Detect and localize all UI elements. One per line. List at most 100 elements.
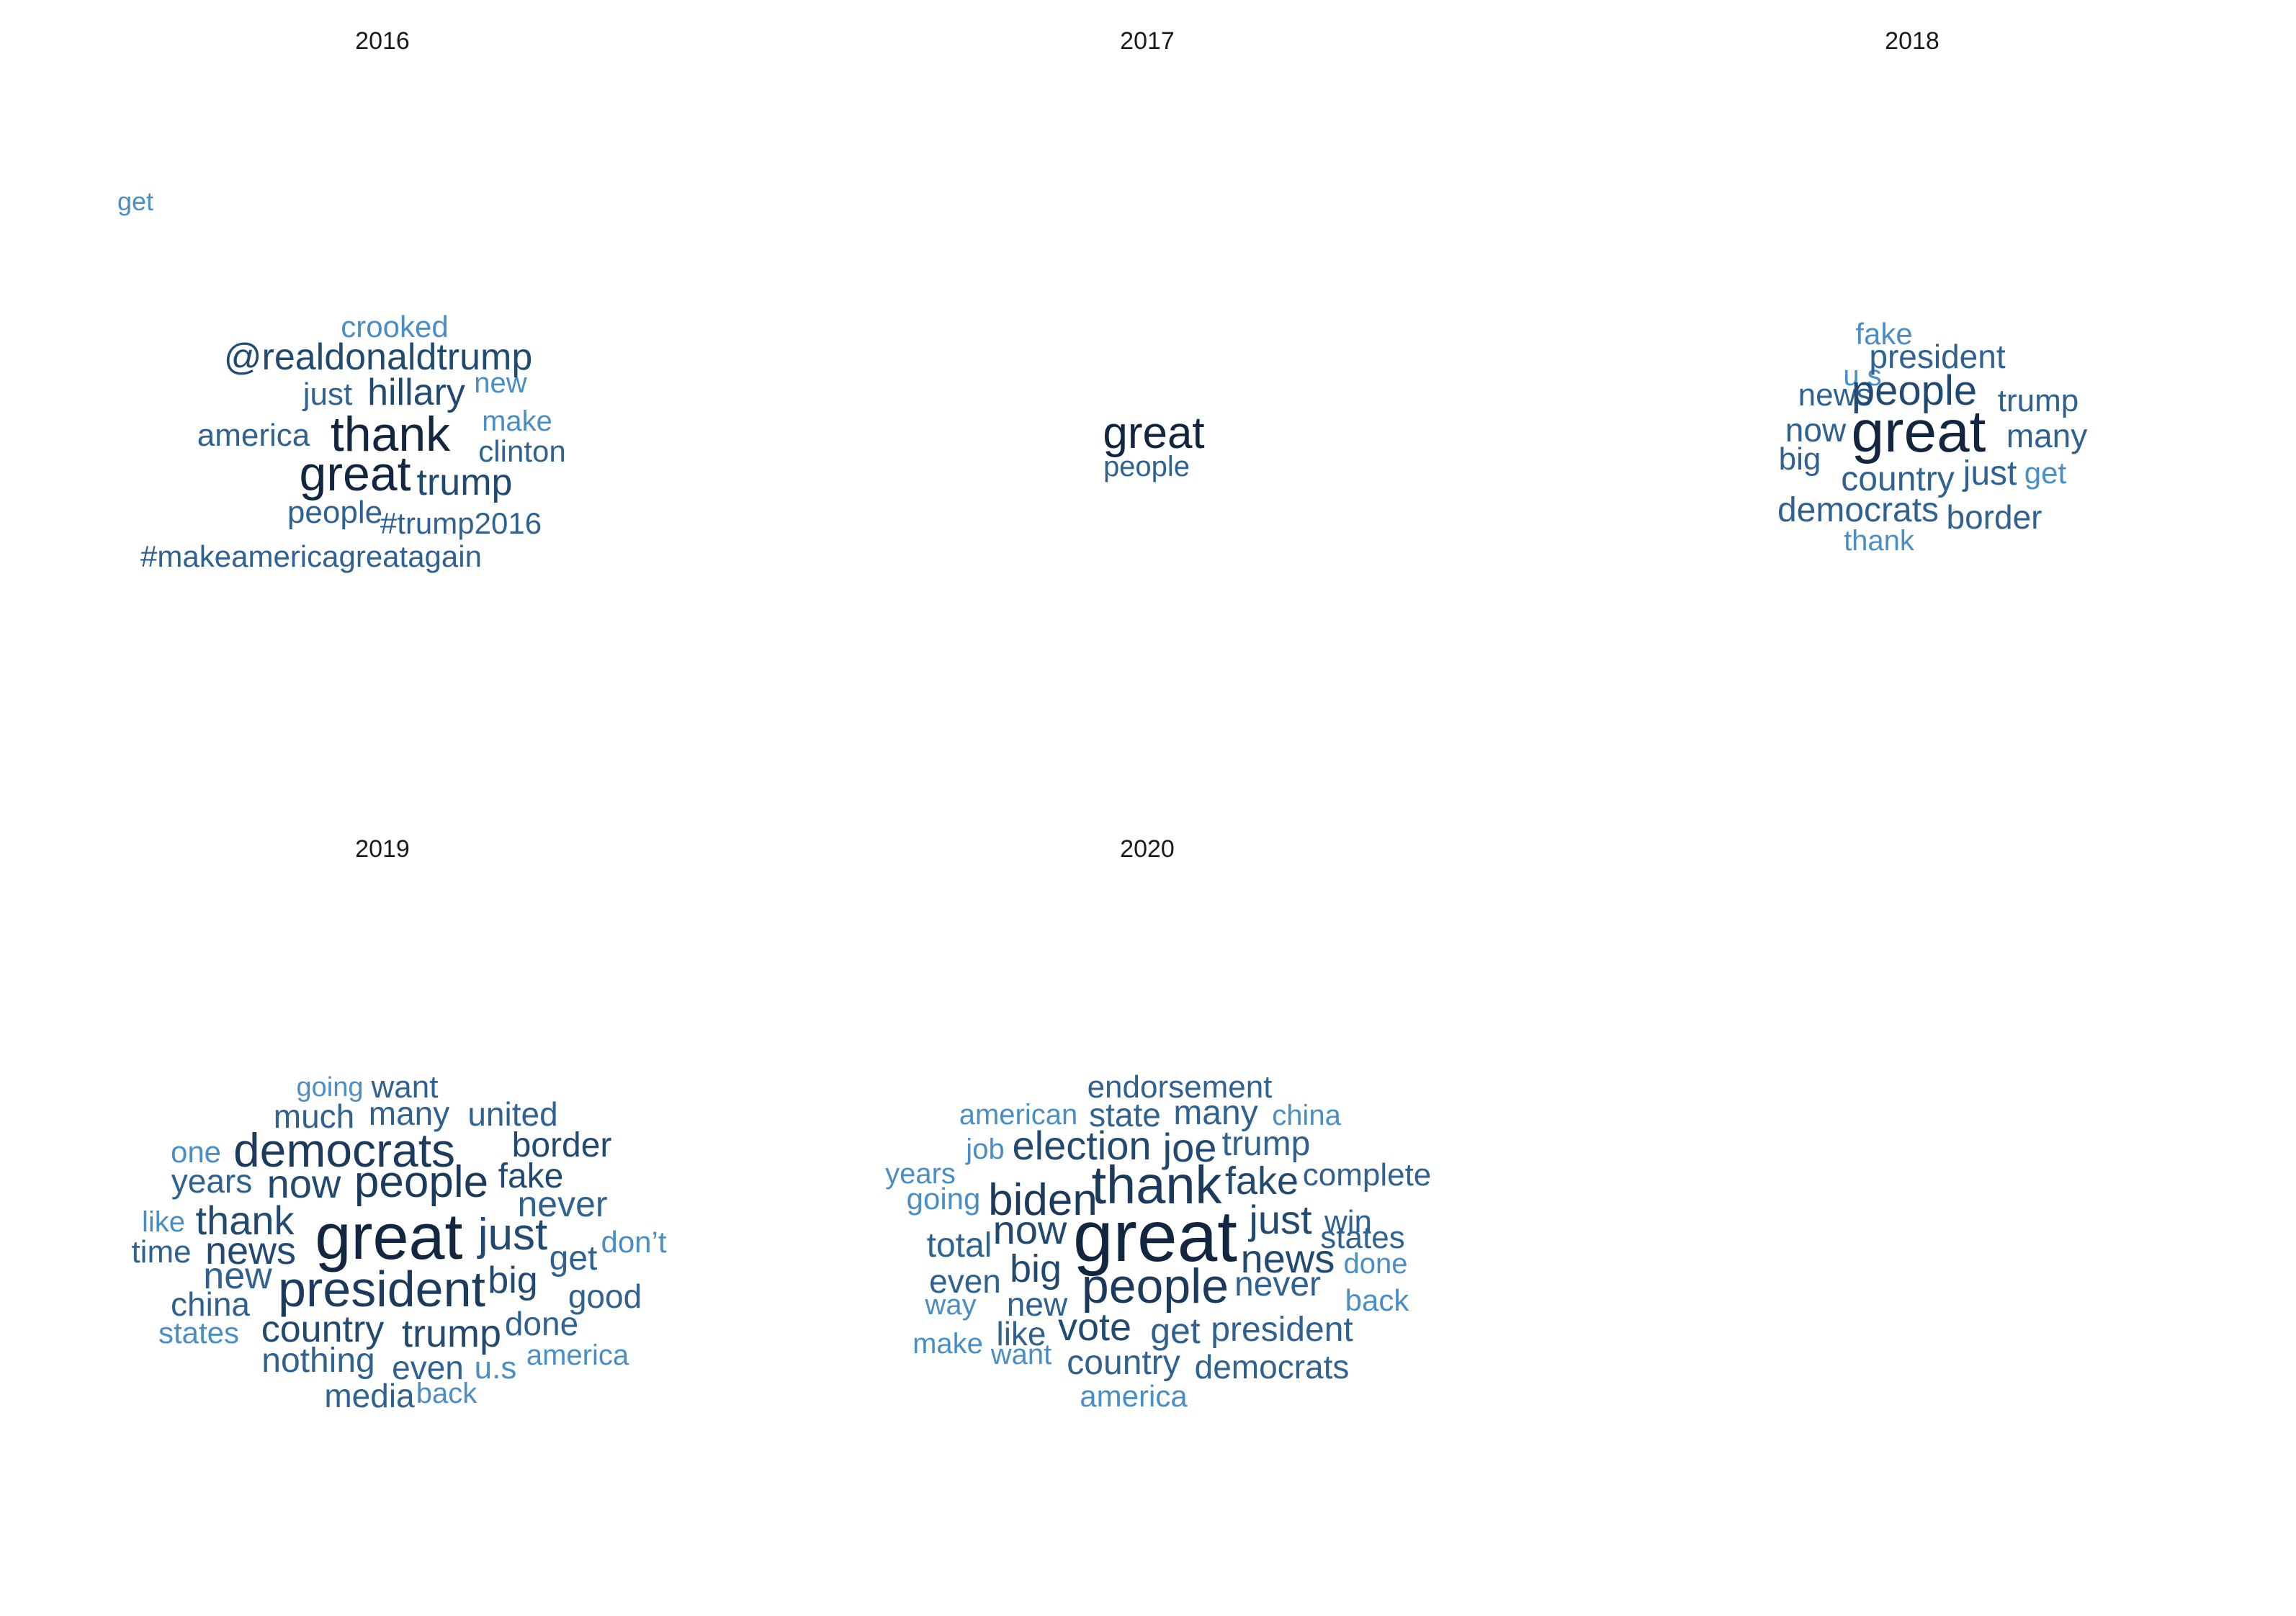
word-never: never <box>517 1184 608 1224</box>
word-many: many <box>1173 1094 1258 1132</box>
word-make: make <box>912 1328 983 1360</box>
word-thank: thank <box>330 407 451 462</box>
word-much: much <box>273 1097 355 1135</box>
word-china: china <box>1272 1100 1341 1131</box>
word-thank: thank <box>1091 1155 1222 1215</box>
word-great: great <box>1851 399 1986 464</box>
word-state: state <box>1089 1096 1161 1134</box>
word-country: country <box>261 1308 385 1350</box>
word-many: many <box>2006 417 2088 454</box>
word-great: great <box>1073 1196 1237 1277</box>
word-people: people <box>1851 367 1978 414</box>
word-new: new <box>203 1255 272 1297</box>
word-states: states <box>158 1316 240 1350</box>
wordcloud-panel-2016: 2016 crooked @realdonaldtrump get just hilla… <box>0 0 765 808</box>
word-u-s: u.s <box>474 1350 517 1386</box>
word-china: china <box>171 1285 250 1323</box>
word-don-t: don’t <box>601 1225 667 1259</box>
panel-title: 2017 <box>1120 27 1175 55</box>
word-thank: thank <box>195 1198 295 1243</box>
word-fake: fake <box>1855 317 1913 351</box>
word-trump2016: #trump2016 <box>380 506 542 540</box>
word-get: get <box>1150 1311 1201 1351</box>
word-now: now <box>992 1207 1067 1252</box>
panel-title: 2018 <box>1885 27 1940 55</box>
wordcloud-panel-2017: 2017 great people <box>765 0 1530 808</box>
word-people: people <box>1081 1259 1229 1314</box>
word-realdonaldtrump: @realdonaldtrump <box>223 336 533 378</box>
word-thank: thank <box>1844 525 1914 557</box>
word-want: want <box>371 1069 439 1105</box>
word-total: total <box>926 1226 992 1265</box>
wordcloud-panel-2019: 2019 going want much many united one democrats… <box>0 808 765 1616</box>
word-now: now <box>266 1161 341 1206</box>
word-like: like <box>141 1206 186 1238</box>
word-years: years <box>885 1158 956 1190</box>
word-democrats: democrats <box>1777 491 1940 529</box>
word-trump: trump <box>1997 383 2079 418</box>
word-big: big <box>488 1260 538 1301</box>
panel-title: 2016 <box>355 27 410 55</box>
word-america: america <box>197 418 310 453</box>
word-crooked: crooked <box>341 310 449 344</box>
word-great: great <box>299 446 411 501</box>
word-never: never <box>1234 1265 1322 1303</box>
word-people: people <box>287 495 383 530</box>
word-america: america <box>526 1339 629 1371</box>
word-just: just <box>1249 1197 1312 1242</box>
word-even: even <box>929 1262 1001 1300</box>
word-way: way <box>925 1289 977 1321</box>
word-just: just <box>477 1210 548 1260</box>
word-media: media <box>324 1377 415 1414</box>
word-back: back <box>1345 1283 1409 1317</box>
wordcloud-panel-2018: 2018 fake u.s president news people trump now g… <box>1530 0 2295 808</box>
word-make: make <box>482 405 552 437</box>
word-new: new <box>1006 1285 1068 1323</box>
word-just: just <box>302 377 353 412</box>
word-many: many <box>368 1095 450 1132</box>
word-get: get <box>2024 456 2067 490</box>
word-president: president <box>1211 1311 1353 1349</box>
word-border: border <box>511 1126 612 1164</box>
word-trump: trump <box>1221 1125 1311 1163</box>
word-fake: fake <box>498 1157 564 1195</box>
word-fake: fake <box>1224 1159 1299 1203</box>
word-job: job <box>966 1134 1005 1165</box>
word-u-s: u.s <box>1843 360 1882 392</box>
word-done: done <box>1343 1248 1408 1280</box>
word-done: done <box>504 1305 579 1342</box>
word-democrats: democrats <box>233 1123 456 1177</box>
word-united: united <box>467 1095 558 1133</box>
word-joe: joe <box>1162 1125 1217 1170</box>
word-complete: complete <box>1302 1157 1432 1193</box>
word-american: american <box>959 1099 1078 1131</box>
word-vote: vote <box>1057 1306 1132 1349</box>
word-states: states <box>1320 1220 1405 1255</box>
word-election: election <box>1012 1123 1152 1168</box>
word-endorsement: endorsement <box>1087 1069 1273 1105</box>
panel-title: 2019 <box>355 835 410 863</box>
word-great: great <box>1103 408 1205 458</box>
word-like: like <box>996 1315 1046 1352</box>
panel-title: 2020 <box>1120 835 1175 863</box>
word-border: border <box>1946 498 2042 536</box>
word-just: just <box>1963 454 2017 493</box>
word-trump: trump <box>401 1312 502 1355</box>
wordcloud-panel-2020: 2020 endorsement american state many china jo… <box>765 808 1530 1616</box>
word-good: good <box>568 1278 642 1315</box>
word-years: years <box>171 1162 253 1200</box>
word-time: time <box>131 1234 192 1270</box>
word-clinton: clinton <box>478 434 566 468</box>
word-country: country <box>1067 1344 1180 1382</box>
word-makeamericagreatagain: #makeamericagreatagain <box>140 539 482 573</box>
word-news: news <box>1240 1236 1335 1281</box>
word-going: going <box>906 1182 981 1216</box>
word-great: great <box>315 1201 463 1273</box>
word-one: one <box>170 1135 222 1169</box>
word-news: news <box>1798 377 1873 413</box>
word-trump: trump <box>416 462 513 503</box>
word-even: even <box>392 1349 464 1386</box>
word-nothing: nothing <box>261 1342 375 1380</box>
word-big: big <box>1009 1247 1062 1290</box>
word-president: president <box>1869 338 2006 375</box>
